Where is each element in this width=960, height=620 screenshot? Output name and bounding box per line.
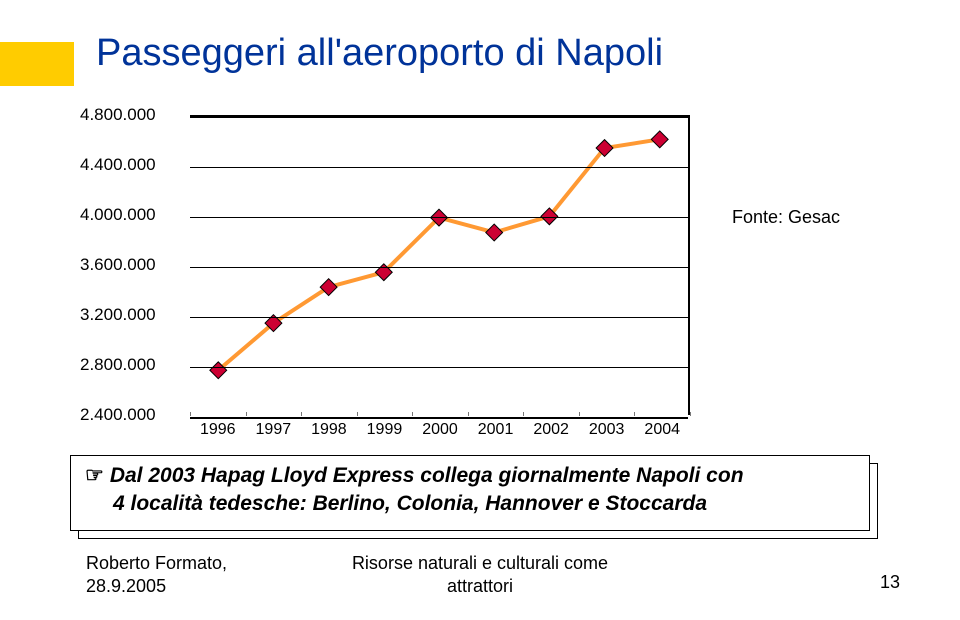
- data-marker: [651, 131, 668, 148]
- note-box: ☞ Dal 2003 Hapag Lloyd Express collega gi…: [70, 455, 870, 531]
- y-tick-label: 4.800.000: [80, 105, 180, 125]
- footer-center2: attrattori: [0, 575, 960, 598]
- y-tick-label: 3.600.000: [80, 255, 180, 275]
- note-line1: Dal 2003 Hapag Lloyd Express collega gio…: [110, 464, 744, 487]
- chart-line: [190, 117, 688, 415]
- x-tick-label: 2001: [478, 421, 514, 439]
- x-tick-label: 1998: [311, 421, 347, 439]
- source-label: Fonte: Gesac: [732, 207, 840, 228]
- y-tick-label: 4.000.000: [80, 205, 180, 225]
- note-line2: 4 località tedesche: Berlino, Colonia, H…: [113, 492, 707, 515]
- x-tick-label: 1997: [256, 421, 292, 439]
- data-marker: [486, 224, 503, 241]
- y-tick-label: 2.800.000: [80, 355, 180, 375]
- y-tick-label: 2.400.000: [80, 405, 180, 425]
- gridline: [190, 267, 688, 268]
- gridline: [190, 117, 688, 118]
- x-tick-label: 2002: [533, 421, 569, 439]
- x-tick-label: 2004: [644, 421, 680, 439]
- x-tick-label: 1999: [367, 421, 403, 439]
- gridline: [190, 317, 688, 318]
- gridline: [190, 167, 688, 168]
- footer-center1: Risorse naturali e culturali come: [0, 552, 960, 575]
- chart: 2.400.000 2.800.000 3.200.000 3.600.000 4.00…: [80, 115, 700, 445]
- x-tick-label: 2003: [589, 421, 625, 439]
- plot-area: [190, 115, 690, 415]
- y-tick-label: 3.200.000: [80, 305, 180, 325]
- x-tick-label: 2000: [422, 421, 458, 439]
- accent-bar: [0, 42, 74, 86]
- x-tick-label: 1996: [200, 421, 236, 439]
- footer-page: 13: [880, 572, 900, 593]
- gridline: [190, 367, 688, 368]
- footer-center: Risorse naturali e culturali come attrat…: [0, 552, 960, 597]
- gridline: [190, 217, 688, 218]
- y-tick-label: 4.400.000: [80, 155, 180, 175]
- hand-icon: ☞: [85, 462, 104, 490]
- page-title: Passeggeri all'aeroporto di Napoli: [96, 32, 663, 75]
